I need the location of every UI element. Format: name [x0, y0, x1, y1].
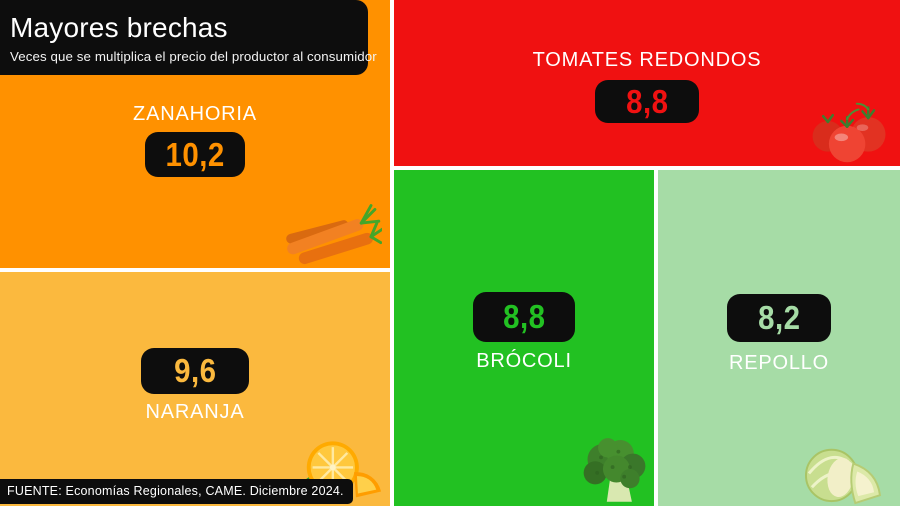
tile-tomates: TOMATES REDONDOS 8,8: [394, 0, 900, 166]
item-value-brocoli: 8,8: [502, 297, 546, 336]
broccoli-image: [583, 438, 646, 502]
value-pill-naranja: 9,6: [141, 348, 249, 394]
value-pill-repollo: 8,2: [727, 294, 831, 342]
tile-zanahoria: Mayores brechas Veces que se multiplica …: [0, 0, 390, 268]
item-value-naranja: 9,6: [173, 351, 217, 390]
page-title: Mayores brechas: [10, 12, 228, 43]
item-value-tomates: 8,8: [625, 82, 669, 120]
tomatoes-image: [812, 102, 886, 163]
source-text: FUENTE: Economías Regionales, CAME. Dici…: [0, 479, 353, 504]
item-value-repollo: 8,2: [757, 298, 801, 337]
item-label-repollo: REPOLLO: [728, 352, 830, 374]
item-label-brocoli: BRÓCOLI: [476, 350, 572, 372]
item-value-zanahoria: 10,2: [165, 135, 225, 173]
item-label-zanahoria: ZANAHORIA: [133, 103, 257, 125]
tile-repollo: 8,2 REPOLLO: [658, 170, 900, 506]
item-label-tomates: TOMATES REDONDOS: [532, 49, 762, 71]
value-pill-brocoli: 8,8: [473, 292, 575, 342]
title-box: Mayores brechas Veces que se multiplica …: [0, 0, 377, 75]
value-pill-tomates: 8,8: [595, 80, 699, 123]
cabbage-image: [804, 448, 882, 505]
value-pill-zanahoria: 10,2: [145, 132, 245, 177]
item-label-naranja: NARANJA: [145, 401, 245, 423]
tile-brocoli: 8,8 BRÓCOLI: [394, 170, 654, 506]
page-subtitle: Veces que se multiplica el precio del pr…: [10, 48, 377, 64]
carrots-image: [286, 204, 382, 265]
tile-naranja: 9,6 NARANJA FUENTE: Economías Regionales…: [0, 272, 390, 506]
